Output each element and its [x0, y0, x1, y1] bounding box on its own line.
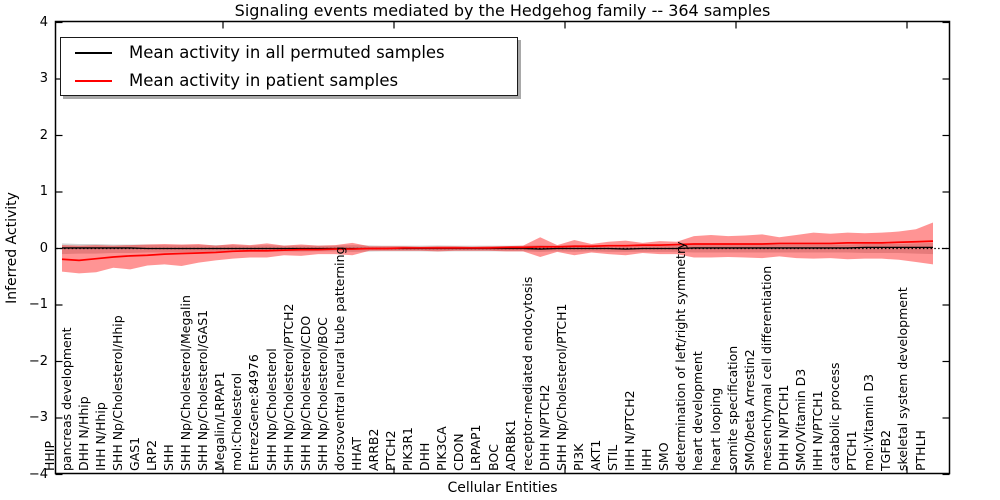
x-tick-label: SMO: [656, 442, 672, 471]
y-tick-label: −4: [28, 466, 48, 482]
x-tick-label: GAS1: [126, 436, 142, 471]
x-tick-label: mol:Cholesterol: [229, 372, 245, 471]
x-tick-label: Megalin/LRPAP1: [212, 371, 228, 471]
x-tick-label: PTCH1: [844, 430, 860, 471]
x-tick-label: SHH Np/Cholesterol/Hhip: [109, 315, 125, 471]
axes-frame: [54, 20, 951, 475]
x-tick-label: AKT1: [588, 439, 603, 471]
x-tick-label: SHH: [161, 444, 177, 471]
patient-mean-line: [61, 240, 934, 262]
x-tick-label: SMO/Vitamin D3: [792, 368, 808, 471]
x-tick-label: receptor-mediated endocytosis: [519, 276, 535, 471]
x-tick-label: determination of left/right symmetry: [673, 241, 689, 472]
x-tick-label: HHAT: [348, 436, 364, 471]
x-tick-label: PTHLH: [912, 430, 928, 471]
x-tick-label: catabolic process: [827, 362, 843, 471]
legend-item-permuted: Mean activity in all permuted samples: [61, 40, 517, 65]
x-tick-label: pancreas development: [58, 327, 74, 471]
x-tick-label: LRP2: [143, 439, 159, 471]
x-tick-label: EntrezGene:84976: [246, 354, 262, 471]
y-tick-label: 1: [39, 184, 48, 199]
x-tick-label: ADRBK1: [502, 419, 518, 471]
x-tick-label: DHH N/PTCH2: [536, 384, 552, 471]
y-tick-label: −2: [28, 353, 48, 369]
x-tick-label: TGFB2: [878, 429, 894, 471]
x-tick-label: SHH Np/Cholesterol/Megalin: [178, 295, 194, 471]
x-tick-label: SHH Np/Cholesterol/PTCH1: [553, 303, 569, 472]
patient-line-icon: [75, 79, 112, 82]
x-tick-label: PTCH2: [383, 430, 399, 471]
x-tick-label: DHH N/Hhip: [75, 396, 91, 471]
x-tick-label: skeletal system development: [895, 287, 911, 471]
y-tick-label: −3: [28, 410, 48, 425]
x-tick-label: ARRB2: [365, 428, 381, 471]
x-tick-label: dorsoventral neural tube patterning: [331, 246, 347, 472]
x-tick-label: IHH N/PTCH1: [810, 390, 826, 471]
x-tick-label: HHIP: [41, 440, 57, 471]
x-tick-label: PIK3R1: [400, 426, 416, 471]
x-tick-label: DHH: [417, 442, 433, 471]
x-tick-label: PI3K: [570, 443, 586, 471]
legend-box: Mean activity in all permuted samples Me…: [60, 37, 518, 96]
x-tick-label: SHH Np/Cholesterol/GAS1: [195, 309, 211, 471]
x-tick-label: CDON: [451, 433, 467, 471]
x-tick-label: somite specification: [724, 345, 740, 471]
x-tick-label: heart development: [690, 351, 706, 471]
x-tick-label: LRPAP1: [468, 424, 484, 471]
x-axis-label: Cellular Entities: [447, 480, 558, 496]
legend-item-patient: Mean activity in patient samples: [61, 68, 517, 93]
x-tick-label: DHH N/PTCH1: [775, 384, 791, 471]
y-tick-label: 3: [39, 71, 48, 86]
legend-label-permuted: Mean activity in all permuted samples: [129, 42, 445, 62]
x-tick-label: IHH N/PTCH2: [622, 390, 638, 471]
x-tick-label: IHH N/Hhip: [92, 402, 108, 471]
y-tick-label: 2: [39, 127, 48, 143]
x-tick-label: PIK3CA: [434, 426, 450, 471]
x-tick-label: IHH: [639, 448, 655, 472]
x-tick-label: mol:Vitamin D3: [861, 374, 877, 471]
y-tick-label: 0: [39, 240, 48, 256]
x-tick-label: SHH Np/Cholesterol: [263, 348, 279, 471]
axis-ticks: [55, 21, 950, 476]
legend-label-patient: Mean activity in patient samples: [129, 70, 399, 90]
permuted-line-icon: [75, 51, 112, 54]
x-tick-label: SMO/beta Arrestin2: [741, 349, 757, 471]
chart-title: Signaling events mediated by the Hedgeho…: [234, 1, 771, 20]
y-tick-label: −1: [28, 297, 48, 312]
y-tick-label: 4: [39, 14, 48, 30]
x-tick-label: mesenchymal cell differentiation: [758, 265, 774, 471]
x-tick-label: SHH Np/Cholesterol/CDO: [297, 315, 313, 471]
x-tick-label: BOC: [485, 444, 501, 471]
x-tick-label: STIL: [605, 444, 621, 471]
x-tick-label: SHH Np/Cholesterol/PTCH2: [280, 303, 296, 472]
x-tick-label: heart looping: [707, 387, 723, 471]
x-tick-label: SHH Np/Cholesterol/BOC: [314, 317, 330, 471]
